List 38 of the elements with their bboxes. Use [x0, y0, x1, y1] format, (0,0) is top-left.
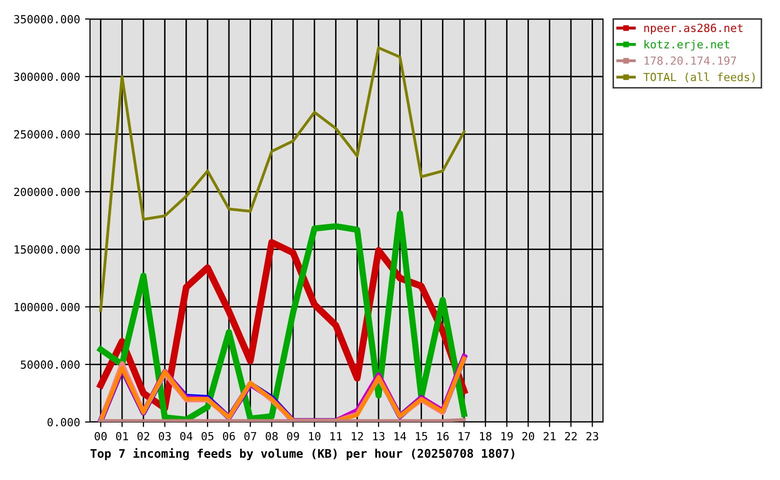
- x-tick-label: 20: [522, 432, 534, 440]
- y-tick-label: 50000.000: [20, 360, 80, 369]
- y-tick-label: 100000.000: [14, 302, 80, 312]
- x-tick-label: 17: [458, 432, 470, 440]
- y-tick-label: 350000.000: [14, 15, 80, 24]
- y-tick-label: 150000.000: [14, 245, 80, 254]
- y-tick-label: 250000.000: [14, 130, 80, 139]
- x-tick-label: 05: [202, 432, 214, 440]
- x-tick-label: 11: [330, 432, 342, 440]
- x-tick-label: 02: [137, 432, 150, 440]
- x-tick-label: 08: [266, 432, 278, 440]
- x-tick-label: 12: [352, 432, 363, 440]
- x-tick-label: 10: [309, 432, 320, 440]
- legend-label: npeer.as286.net: [644, 24, 743, 34]
- x-tick-label: 19: [501, 432, 513, 440]
- y-tick-label: 300000.000: [14, 72, 80, 81]
- x-tick-label: 09: [287, 432, 299, 440]
- x-tick-label: 07: [244, 432, 256, 440]
- x-tick-label: 21: [544, 432, 556, 440]
- x-tick-label: 13: [373, 432, 384, 440]
- x-tick-label: 22: [565, 432, 577, 440]
- x-tick-label: 14: [394, 432, 406, 440]
- x-tick-label: 01: [116, 432, 128, 440]
- x-tick-label: 00: [94, 432, 107, 440]
- x-tick-label: 18: [480, 432, 492, 440]
- x-tick-label: 16: [437, 432, 449, 440]
- legend-label: 178.20.174.197: [644, 56, 736, 65]
- line-series: [99, 46, 466, 312]
- x-tick-label: 03: [158, 432, 171, 440]
- x-axis-title: Top 7 incoming feeds by volume (KB) per hour (20250708 1807): [90, 448, 514, 460]
- x-tick-label: 15: [416, 432, 428, 440]
- x-tick-label: 23: [586, 432, 598, 440]
- x-tick-label: 06: [222, 432, 235, 440]
- y-tick-label: 200000.000: [14, 188, 80, 196]
- x-tick-label: 04: [180, 432, 192, 440]
- legend-label: TOTAL (all feeds): [644, 72, 755, 83]
- y-tick-label: 0.000: [48, 418, 80, 426]
- legend-label: kotz.erje.net: [644, 40, 730, 51]
